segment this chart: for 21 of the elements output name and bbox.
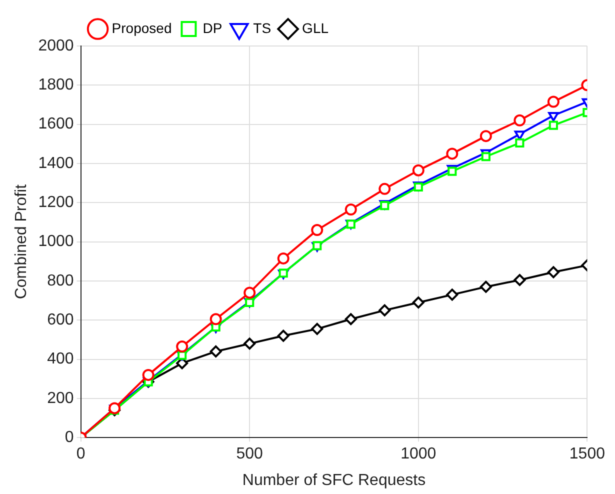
x-tick-label: 0 bbox=[76, 446, 86, 463]
y-tick-label: 800 bbox=[47, 272, 74, 290]
x-tick-label: 1000 bbox=[400, 446, 436, 463]
y-tick-label: 0 bbox=[64, 429, 74, 446]
y-tick-label: 600 bbox=[47, 312, 74, 329]
x-tick-label: 1500 bbox=[569, 446, 606, 463]
y-tick-label: 200 bbox=[47, 390, 74, 407]
y-tick-label: 400 bbox=[47, 350, 74, 368]
y-tick-label: 1200 bbox=[38, 194, 74, 212]
legend-label: GLL bbox=[302, 20, 329, 36]
legend-label: DP bbox=[202, 20, 222, 36]
legend-label: TS bbox=[253, 20, 272, 36]
y-tick-label: 1400 bbox=[38, 154, 74, 172]
y-tick-label: 1600 bbox=[38, 116, 74, 133]
y-tick-label: 1800 bbox=[38, 76, 74, 94]
y-tick-label: 1000 bbox=[38, 233, 74, 250]
y-axis-title: Combined Profit bbox=[13, 184, 30, 300]
x-tick-label: 500 bbox=[236, 446, 264, 463]
y-tick-label: 2000 bbox=[38, 37, 74, 54]
legend-label: Proposed bbox=[112, 20, 172, 36]
x-axis-title: Number of SFC Requests bbox=[242, 472, 426, 489]
